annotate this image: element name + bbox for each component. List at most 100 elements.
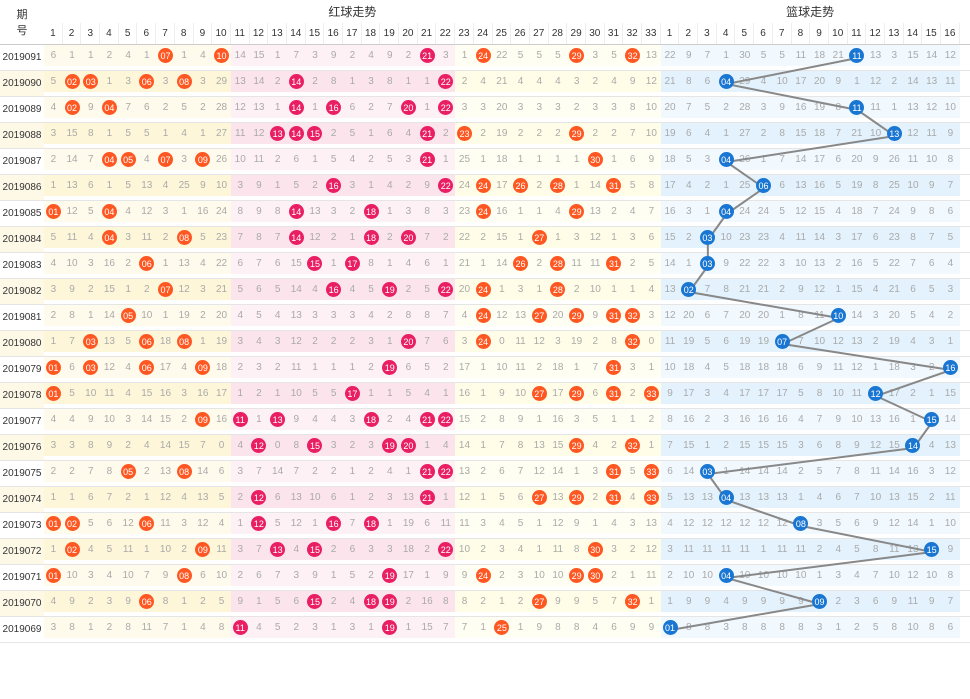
gap-value: 5 xyxy=(910,310,916,321)
gap-value: 17 xyxy=(664,180,675,191)
red-cell: 25 xyxy=(455,149,474,170)
blue-cell: 8 xyxy=(792,305,811,326)
blue-cell: 6 xyxy=(773,175,792,196)
red-cell: 9 xyxy=(81,409,100,430)
red-cell: 2 xyxy=(175,539,194,560)
gap-value: 9 xyxy=(424,180,430,191)
gap-value: 6 xyxy=(798,362,804,373)
red-cell: 2 xyxy=(567,97,586,118)
red-cell: 1 xyxy=(100,71,119,92)
gap-value: 1 xyxy=(536,414,542,425)
period-cell: 2019078 xyxy=(0,383,44,408)
red-ball: 01 xyxy=(46,204,61,219)
red-cell: 7 xyxy=(605,591,624,612)
red-cell: 02 xyxy=(63,71,82,92)
gap-value: 2 xyxy=(611,128,617,139)
red-cell: 1 xyxy=(642,591,661,612)
gap-value: 11 xyxy=(515,362,525,373)
blue-col-3: 3 xyxy=(698,23,717,44)
red-cell: 13 xyxy=(194,487,213,508)
red-cell: 8 xyxy=(418,305,437,326)
red-cell: 2 xyxy=(362,149,381,170)
blue-cell: 1 xyxy=(941,331,960,352)
red-cell: 10 xyxy=(530,565,549,586)
red-cell: 3 xyxy=(642,305,661,326)
gap-value: 4 xyxy=(910,336,916,347)
gap-value: 6 xyxy=(686,128,692,139)
red-col-8: 8 xyxy=(175,23,194,44)
gap-value: 16 xyxy=(459,388,470,399)
gap-value: 1 xyxy=(705,206,711,217)
blue-cell: 15 xyxy=(792,123,811,144)
blue-cell: 4 xyxy=(698,357,717,378)
gap-value: 9 xyxy=(873,518,879,529)
red-ball: 11 xyxy=(233,620,248,635)
period-cell: 2019069 xyxy=(0,617,44,642)
red-cell: 15 xyxy=(418,617,437,638)
red-cell: 2 xyxy=(324,331,343,352)
gap-value: 3 xyxy=(331,310,337,321)
gap-value: 2 xyxy=(368,466,374,477)
gap-value: 1 xyxy=(200,336,206,347)
gap-value: 11 xyxy=(870,466,880,477)
gap-value: 11 xyxy=(291,362,301,373)
blue-cell: 15 xyxy=(848,279,867,300)
gap-value: 8 xyxy=(948,154,954,165)
red-cell: 10 xyxy=(212,175,231,196)
red-ball: 19 xyxy=(382,620,397,635)
gap-value: 14 xyxy=(664,258,675,269)
gap-value: 3 xyxy=(462,336,468,347)
gap-value: 15 xyxy=(945,388,956,399)
blue-cell: 9 xyxy=(735,591,754,612)
gap-value: 18 xyxy=(851,206,862,217)
red-cell: 5 xyxy=(343,565,362,586)
red-ball: 31 xyxy=(606,178,621,193)
gap-value: 2 xyxy=(817,544,823,555)
red-cell: 2 xyxy=(119,435,138,456)
gap-value: 7 xyxy=(294,50,300,61)
red-ball: 08 xyxy=(177,74,192,89)
gap-value: 6 xyxy=(649,232,655,243)
blue-cell: 8 xyxy=(661,409,680,430)
gap-value: 21 xyxy=(833,50,844,61)
red-cell: 1 xyxy=(44,331,63,352)
gap-value: 1 xyxy=(536,154,542,165)
grid-row: 2019082392151207123215651441645192522202… xyxy=(0,279,970,305)
gap-value: 12 xyxy=(870,76,881,87)
gap-value: 15 xyxy=(160,414,171,425)
blue-cell: 9 xyxy=(679,591,698,612)
red-cell: 7 xyxy=(511,461,530,482)
blue-cell: 10 xyxy=(922,149,941,170)
gap-value: 13 xyxy=(179,258,190,269)
red-cell: 8 xyxy=(549,617,568,638)
red-cell: 9 xyxy=(250,175,269,196)
red-cell: 18 xyxy=(362,227,381,248)
red-cell: 5 xyxy=(100,539,119,560)
gap-value: 16 xyxy=(851,258,862,269)
blue-cell: 9 xyxy=(848,435,867,456)
gap-value: 6 xyxy=(611,622,617,633)
blue-cell: 4 xyxy=(922,435,941,456)
red-cell: 1 xyxy=(399,461,418,482)
red-cell: 4 xyxy=(44,409,63,430)
gap-value: 15 xyxy=(889,440,900,451)
gap-value: 6 xyxy=(499,466,505,477)
red-ball: 03 xyxy=(83,74,98,89)
red-cell: 9 xyxy=(380,45,399,66)
blue-cell: 26 xyxy=(885,149,904,170)
red-cell: 1 xyxy=(137,539,156,560)
gap-value: 17 xyxy=(160,362,171,373)
red-cell: 2 xyxy=(399,175,418,196)
gap-value: 2 xyxy=(593,76,599,87)
red-cell: 2 xyxy=(324,461,343,482)
red-cell: 08 xyxy=(175,331,194,352)
red-ball: 22 xyxy=(438,100,453,115)
gap-value: 2 xyxy=(649,414,655,425)
gap-value: 5 xyxy=(835,180,841,191)
period-label-2: 号 xyxy=(17,22,28,38)
blue-ball: 04 xyxy=(719,74,734,89)
gap-value: 6 xyxy=(518,492,524,503)
red-cell: 6 xyxy=(231,253,250,274)
blue-cell: 9 xyxy=(792,279,811,300)
red-cell: 3 xyxy=(623,513,642,534)
